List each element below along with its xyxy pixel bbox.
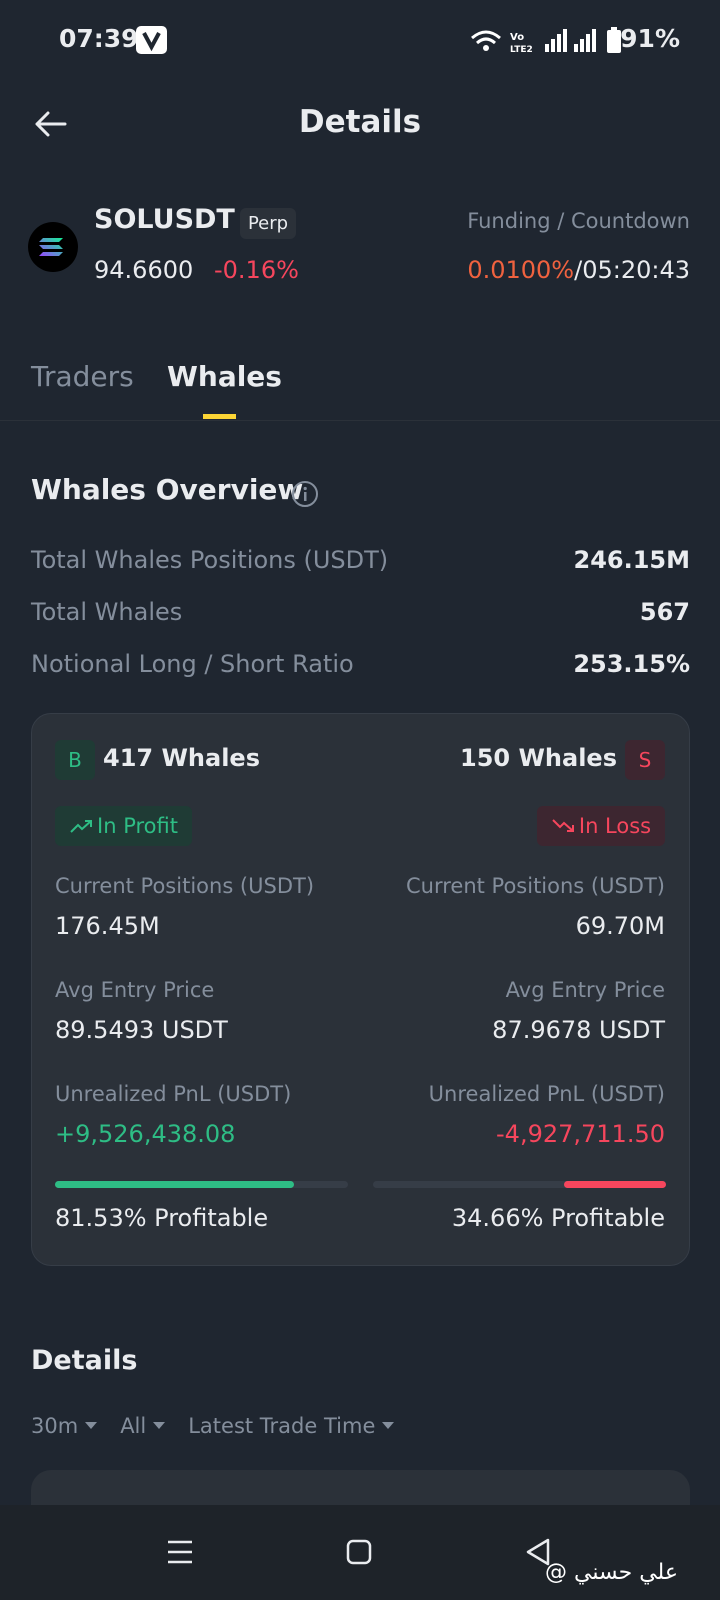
buy-badge: B — [55, 740, 95, 780]
funding-values: 0.0100%/05:20:43 — [467, 256, 690, 284]
funding-rate: 0.0100% — [467, 256, 575, 284]
nav-menu[interactable] — [166, 1538, 194, 1566]
filter-label: 30m — [31, 1414, 79, 1438]
tab-indicator — [203, 414, 236, 419]
positions-value: 69.70M — [575, 912, 665, 940]
loss-tag: In Loss — [537, 806, 665, 846]
status-time: 07:39 — [59, 24, 139, 53]
section-title: Whales Overview — [31, 473, 304, 506]
profit-tag: In Profit — [55, 806, 192, 846]
positions-label: Current Positions (USDT) — [55, 874, 315, 898]
nav-home[interactable] — [346, 1539, 372, 1565]
back-button[interactable] — [33, 110, 67, 138]
tab[interactable]: Traders — [31, 360, 134, 393]
pnl-value: -4,927,711.50 — [496, 1120, 665, 1148]
sell-badge: S — [625, 740, 665, 780]
coin-logo — [28, 222, 78, 272]
row-label: Total Whales Positions (USDT) — [31, 546, 389, 574]
price-change: -0.16% — [214, 256, 299, 284]
symbol: SOLUSDT — [94, 204, 235, 235]
entry-value: 87.9678 USDT — [492, 1016, 665, 1044]
row-value: 567 — [639, 598, 690, 626]
positions-value: 176.45M — [55, 912, 160, 940]
status-icons: Vo LTE2 — [471, 27, 621, 54]
filter-dropdown[interactable]: All — [120, 1414, 168, 1438]
funding-label: Funding / Countdown — [467, 209, 690, 233]
filter-dropdown[interactable]: 30m — [31, 1414, 100, 1438]
caret — [85, 1422, 98, 1429]
watermark: @ علي حسني — [545, 1560, 678, 1585]
trend-up-icon — [70, 820, 93, 833]
profitable-label: 34.66% Profitable — [451, 1204, 665, 1232]
row-label: Total Whales — [31, 598, 183, 626]
row-label: Notional Long / Short Ratio — [31, 650, 354, 678]
loss-bar — [564, 1181, 666, 1188]
trend-down-icon — [552, 819, 574, 832]
profit-bar — [55, 1181, 294, 1188]
status-battery: 91% — [620, 24, 680, 53]
divider — [0, 420, 720, 421]
filter-label: Latest Trade Time — [188, 1414, 376, 1438]
page-title: Details — [298, 104, 422, 140]
whales-card — [31, 713, 690, 1266]
price: 94.6600 — [94, 256, 194, 284]
caret — [153, 1422, 166, 1429]
row-value: 253.15% — [573, 650, 690, 678]
entry-value: 89.5493 USDT — [55, 1016, 228, 1044]
separator: / — [574, 256, 583, 284]
entry-label: Avg Entry Price — [55, 978, 215, 1002]
nav-back[interactable] — [524, 1537, 552, 1567]
countdown: 05:20:43 — [582, 256, 690, 284]
loss-status: In Loss — [578, 814, 652, 838]
pnl-value: +9,526,438.08 — [55, 1120, 236, 1148]
svg-text:Vo: Vo — [510, 32, 524, 43]
pnl-label: Unrealized PnL (USDT) — [428, 1082, 665, 1106]
short-count: 150 Whales — [460, 744, 617, 772]
tab-active[interactable]: Whales — [167, 360, 282, 393]
caret — [382, 1422, 395, 1429]
profit-status: In Profit — [97, 814, 178, 838]
info-icon[interactable] — [291, 480, 319, 508]
svg-text:LTE2: LTE2 — [510, 45, 533, 54]
positions-label: Current Positions (USDT) — [405, 874, 665, 898]
long-count: 417 Whales — [103, 744, 260, 772]
row-value: 246.15M — [573, 546, 691, 574]
app-icon — [136, 26, 167, 54]
entry-label: Avg Entry Price — [505, 978, 665, 1002]
pnl-label: Unrealized PnL (USDT) — [55, 1082, 292, 1106]
details-title: Details — [31, 1345, 138, 1376]
nav-bar — [0, 1505, 720, 1600]
loss-track — [373, 1181, 666, 1188]
perp-badge: Perp — [240, 208, 296, 239]
filter-label: All — [120, 1414, 147, 1438]
profitable-label: 81.53% Profitable — [55, 1204, 269, 1232]
filter-dropdown[interactable]: Latest Trade Time — [188, 1414, 397, 1438]
